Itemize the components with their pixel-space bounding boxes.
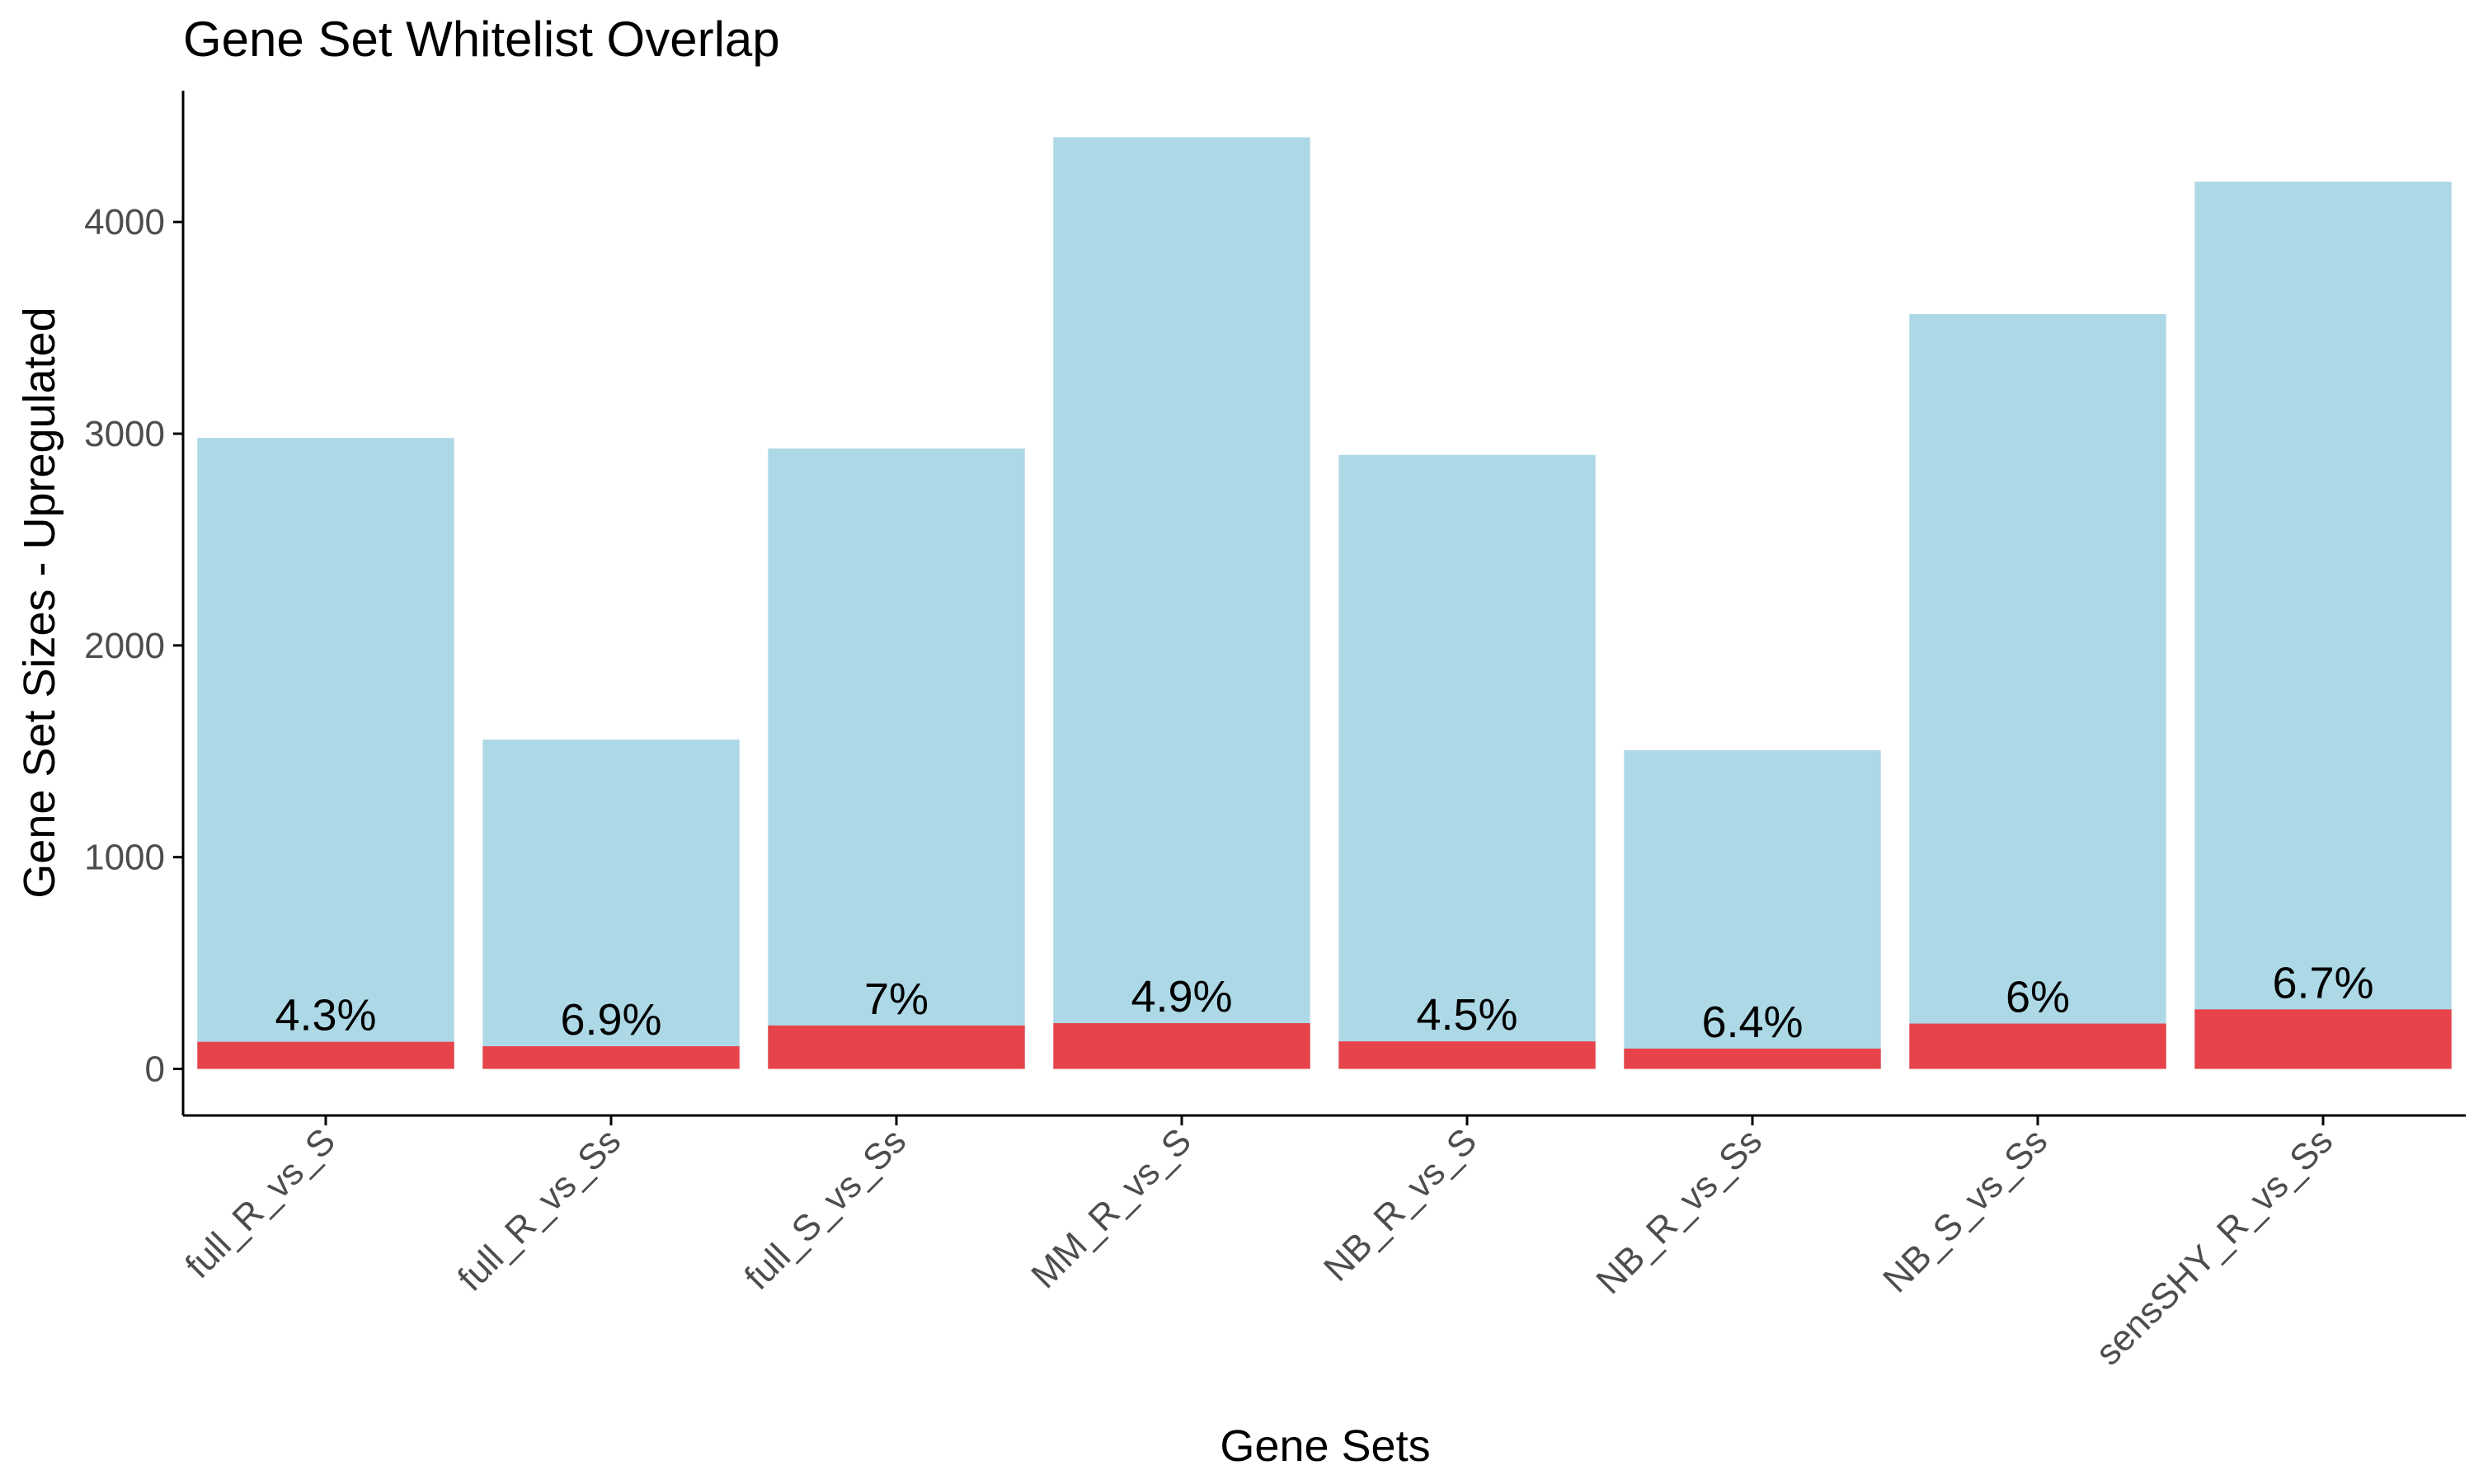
total-bar-4 bbox=[1053, 137, 1310, 1069]
y-tick-label-2: 1000 bbox=[84, 838, 165, 878]
overlap-bars bbox=[197, 1009, 2452, 1069]
overlap-bar-3 bbox=[768, 1025, 1025, 1069]
x-tick-label-1: full_R_vs_S bbox=[177, 1120, 343, 1286]
x-tick-label-5: NB_R_vs_S bbox=[1316, 1120, 1484, 1289]
overlap-bar-5 bbox=[1338, 1041, 1596, 1069]
x-tick-label-6: NB_R_vs_Ss bbox=[1588, 1120, 1770, 1302]
data-label-6: 6.4% bbox=[1701, 998, 1803, 1047]
overlap-bar-7 bbox=[1909, 1023, 2166, 1069]
data-label-2: 6.9% bbox=[560, 995, 661, 1045]
total-bars bbox=[197, 137, 2452, 1069]
y-tick-label-3: 2000 bbox=[84, 626, 165, 666]
overlap-bar-6 bbox=[1624, 1048, 1881, 1069]
total-bar-1 bbox=[197, 438, 454, 1069]
chart-title: Gene Set Whitelist Overlap bbox=[183, 12, 780, 67]
x-tick-label-7: NB_S_vs_Ss bbox=[1875, 1120, 2055, 1300]
data-label-5: 4.5% bbox=[1416, 990, 1517, 1040]
data-label-4: 4.9% bbox=[1131, 972, 1232, 1021]
data-label-1: 4.3% bbox=[275, 991, 376, 1040]
y-axis-ticks: 0 1000 2000 3000 4000 bbox=[84, 202, 183, 1090]
total-bar-7 bbox=[1909, 313, 2166, 1069]
overlap-bar-4 bbox=[1053, 1023, 1310, 1069]
data-label-3: 7% bbox=[864, 974, 929, 1024]
total-bar-2 bbox=[482, 740, 740, 1069]
overlap-bar-1 bbox=[197, 1041, 454, 1069]
x-axis-ticks: full_R_vs_S full_R_vs_Ss full_S_vs_Ss MM_R_… bbox=[177, 1115, 2340, 1374]
y-tick-label-5: 4000 bbox=[84, 202, 165, 242]
total-bar-3 bbox=[768, 448, 1025, 1069]
data-label-7: 6% bbox=[2006, 973, 2070, 1022]
y-tick-label-1: 0 bbox=[145, 1050, 165, 1090]
x-axis-title: Gene Sets bbox=[1220, 1421, 1430, 1471]
overlap-bar-2 bbox=[482, 1046, 740, 1069]
overlap-bar-8 bbox=[2194, 1009, 2452, 1069]
data-labels: 4.3% 6.9% 7% 4.9% 4.5% 6.4% 6% 6.7% bbox=[275, 958, 2373, 1047]
total-bar-5 bbox=[1338, 454, 1596, 1069]
x-tick-label-2: full_R_vs_Ss bbox=[450, 1120, 628, 1298]
data-label-8: 6.7% bbox=[2272, 958, 2373, 1007]
y-axis-title: Gene Set Sizes - Upregulated bbox=[15, 307, 64, 898]
total-bar-8 bbox=[2194, 181, 2452, 1069]
y-tick-label-4: 3000 bbox=[84, 414, 165, 454]
x-tick-label-8: sensSHY_R_vs_Ss bbox=[2088, 1120, 2340, 1373]
x-tick-label-4: MM_R_vs_S bbox=[1023, 1120, 1199, 1296]
x-tick-label-3: full_S_vs_Ss bbox=[737, 1120, 915, 1298]
total-bar-6 bbox=[1624, 749, 1881, 1069]
